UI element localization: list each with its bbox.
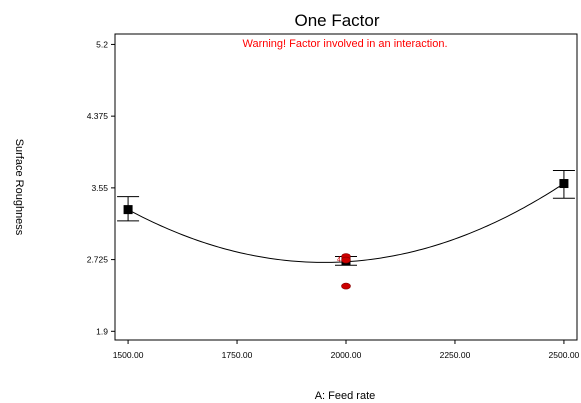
x-axis-label: A: Feed rate xyxy=(315,390,376,402)
design-point-1 xyxy=(341,256,351,264)
x-tick-label-3: 2250.00 xyxy=(440,350,471,360)
mean-point-2 xyxy=(552,169,575,199)
x-tick-label-0: 1500.00 xyxy=(113,350,144,360)
design-point-2 xyxy=(341,282,351,290)
replicate-count-label: 4 xyxy=(337,256,341,263)
design-points: 4 xyxy=(337,253,351,290)
y-tick-label-0: 1.9 xyxy=(96,326,108,336)
mean-marker-0 xyxy=(123,205,133,215)
y-tick-label-1: 2.725 xyxy=(87,255,109,265)
y-tick-label-4: 5.2 xyxy=(96,39,108,49)
x-tick-label-2: 2000.00 xyxy=(331,350,362,360)
factor-means xyxy=(117,169,575,266)
y-tick-label-3: 4.375 xyxy=(87,111,109,121)
y-tick-label-2: 3.55 xyxy=(91,183,108,193)
interaction-warning: Warning! Factor involved in an interacti… xyxy=(242,38,447,50)
x-tick-label-4: 2500.00 xyxy=(549,350,580,360)
mean-marker-2 xyxy=(559,179,569,189)
chart-title: One Factor xyxy=(294,11,379,30)
mean-point-0 xyxy=(117,196,140,222)
fit-curve xyxy=(127,183,565,263)
plot-frame xyxy=(114,33,578,341)
x-axis: 1500.00 1750.00 2000.00 2250.00 2500.00 xyxy=(113,340,580,360)
x-tick-label-1: 1750.00 xyxy=(222,350,253,360)
y-axis-label: Surface Roughness xyxy=(13,139,25,236)
y-axis: 1.9 2.725 3.55 4.375 5.2 xyxy=(87,39,115,336)
